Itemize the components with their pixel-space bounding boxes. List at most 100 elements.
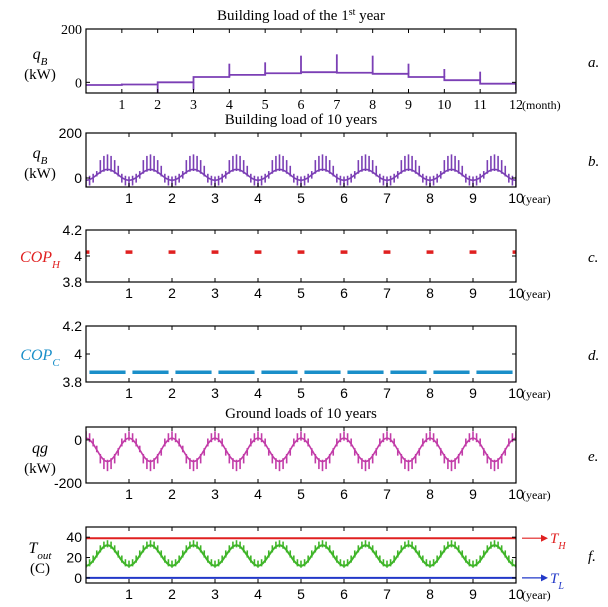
x-tick-label: 7 [383, 486, 391, 502]
panel-title: Building load of the 1st year [217, 7, 385, 25]
panel-label: c. [588, 250, 598, 266]
x-tick-label: 9 [469, 586, 477, 602]
x-tick-label: 3 [211, 586, 219, 602]
x-tick-label: 6 [340, 586, 348, 602]
x-tick-label: 2 [168, 190, 176, 206]
legend-arrowhead [541, 534, 548, 542]
x-axis-label: (year) [522, 387, 551, 401]
y-tick-label: -200 [54, 475, 82, 491]
y-axis-unit: (kW) [24, 67, 56, 83]
x-tick-label: 3 [190, 98, 197, 113]
y-tick-label: 0 [74, 570, 82, 586]
series-line [86, 71, 516, 86]
plot-area [86, 54, 516, 93]
y-tick-label: 3.8 [63, 374, 83, 390]
x-tick-label: 6 [340, 385, 348, 401]
y-tick-label: 40 [66, 529, 82, 545]
x-tick-label: 9 [469, 486, 477, 502]
x-tick-label: 3 [211, 190, 219, 206]
x-tick-label: 10 [508, 285, 524, 301]
x-tick-label: 1 [125, 385, 133, 401]
y-axis-label: COPC [20, 347, 60, 369]
y-axis-unit: (kW) [24, 461, 56, 477]
x-tick-label: 9 [469, 285, 477, 301]
x-tick-label: 5 [297, 486, 305, 502]
x-tick-label: 10 [508, 586, 524, 602]
y-axis-label: Tout [29, 540, 53, 562]
plot-area [86, 537, 516, 579]
x-tick-label: 12 [509, 98, 523, 113]
x-tick-label: 8 [369, 98, 376, 113]
x-tick-label: 9 [469, 190, 477, 206]
panel-label: e. [588, 449, 598, 465]
x-tick-label: 10 [437, 98, 451, 113]
y-tick-label: 4.2 [63, 318, 83, 334]
panel-e: Ground loads of 10 years 0 -200 1 2 3 4 5 6 7 8 9 10… [24, 406, 598, 502]
y-tick-label: 4 [74, 248, 82, 264]
x-tick-label: 4 [254, 385, 262, 401]
x-tick-label: 4 [226, 98, 233, 113]
x-tick-label: 7 [383, 586, 391, 602]
x-axis-label: (month) [522, 98, 561, 112]
x-tick-label: 7 [333, 98, 340, 113]
x-tick-label: 10 [508, 385, 524, 401]
y-tick-label: 20 [66, 550, 82, 566]
x-tick-label: 7 [383, 285, 391, 301]
panel-label: f. [588, 549, 596, 565]
x-tick-label: 5 [297, 385, 305, 401]
y-tick-label: 200 [59, 125, 83, 141]
y-axis-label: qB [33, 46, 48, 68]
x-tick-label: 5 [297, 285, 305, 301]
plot-area [86, 431, 516, 472]
x-tick-label: 7 [383, 385, 391, 401]
x-tick-label: 9 [469, 385, 477, 401]
panel-title: Ground loads of 10 years [225, 406, 377, 422]
panel-d: 4.2 4 3.8 1 2 3 4 5 6 7 8 9 10(year) COPC d. [20, 318, 599, 401]
y-axis-label: qg [32, 440, 48, 457]
legend-arrowhead [541, 574, 548, 582]
x-tick-label: 2 [168, 486, 176, 502]
panel-f: TH TL 40 20 0 1 2 3 4 5 6 7 8 9 10(year) Tout(C) f. [29, 526, 596, 602]
x-tick-label: 8 [426, 486, 434, 502]
x-tick-label: 1 [118, 98, 125, 113]
panel-label: b. [588, 154, 599, 170]
x-tick-label: 8 [426, 385, 434, 401]
x-tick-label: 4 [254, 285, 262, 301]
x-tick-label: 10 [508, 486, 524, 502]
y-tick-label: 200 [61, 23, 82, 38]
x-axis-label: (year) [522, 287, 551, 301]
x-axis-label: (year) [522, 488, 551, 502]
x-tick-label: 11 [473, 98, 486, 113]
y-axis-unit: (kW) [24, 166, 56, 182]
panel-c: 4.2 4 3.8 1 2 3 4 5 6 7 8 9 10(year) COPH c. [20, 222, 598, 301]
x-tick-label: 1 [125, 285, 133, 301]
y-tick-label: 0 [75, 76, 82, 91]
x-tick-label: 3 [211, 385, 219, 401]
x-tick-label: 3 [211, 486, 219, 502]
x-tick-label: 4 [254, 190, 262, 206]
x-tick-label: 8 [426, 190, 434, 206]
x-tick-label: 5 [297, 190, 305, 206]
x-tick-label: 2 [168, 586, 176, 602]
panel-b: Building load of 10 years 200 0 1 2 3 4 5 6 7 8 9 10… [24, 112, 599, 206]
axes-frame [85, 229, 517, 283]
x-tick-label: 4 [254, 486, 262, 502]
y-tick-label: 0 [74, 170, 82, 186]
y-tick-label: 4.2 [63, 222, 83, 238]
series-line [86, 437, 516, 463]
x-tick-label: 10 [508, 190, 524, 206]
x-tick-label: 2 [154, 98, 161, 113]
x-tick-label: 3 [211, 285, 219, 301]
y-tick-label: 4 [74, 346, 82, 362]
x-tick-label: 8 [426, 586, 434, 602]
x-tick-label: 2 [168, 385, 176, 401]
legend-label-tl: TL [550, 571, 564, 592]
y-axis-label: qB [33, 145, 48, 167]
axes-frame [85, 526, 517, 584]
x-tick-label: 5 [297, 586, 305, 602]
x-tick-label: 2 [168, 285, 176, 301]
y-tick-label: 0 [74, 432, 82, 448]
x-tick-label: 1 [125, 486, 133, 502]
